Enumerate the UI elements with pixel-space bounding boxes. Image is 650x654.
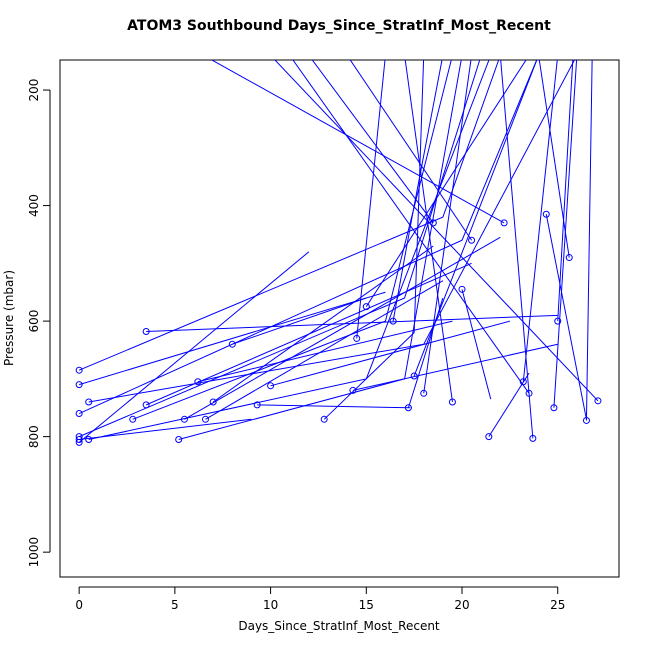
profile-point: [500, 219, 508, 227]
profile-point: [85, 398, 93, 406]
profile-line: [232, 297, 367, 345]
profile-line: [500, 60, 534, 439]
profile-point: [529, 434, 537, 442]
plot-frame: [59, 59, 620, 578]
profile-point: [565, 254, 573, 262]
profile-point: [349, 386, 357, 394]
profile-line: [210, 60, 505, 224]
y-tick-label: 200: [27, 79, 41, 102]
profile-point: [404, 404, 412, 412]
profile-point: [468, 236, 476, 244]
x-axis-label: Days_Since_StratInf_Most_Recent: [238, 619, 440, 633]
profile-point: [142, 327, 150, 335]
profile-point: [201, 415, 209, 423]
profile-point: [75, 436, 83, 444]
profile-line: [205, 280, 444, 420]
profile-point: [320, 415, 328, 423]
profile-line: [413, 60, 538, 377]
profile-point: [129, 415, 137, 423]
profile-line: [257, 404, 411, 409]
profile-line: [132, 60, 452, 420]
profile-line: [78, 60, 538, 414]
profile-point: [209, 398, 217, 406]
profile-point: [180, 415, 188, 423]
profile-point: [228, 340, 236, 348]
profile-point: [420, 389, 428, 397]
profile-line: [78, 291, 386, 386]
y-axis-label: Pressure (mbar): [2, 270, 16, 366]
profile-line: [78, 60, 500, 371]
x-tick-label: 5: [171, 598, 179, 612]
profile-point: [429, 219, 437, 227]
profile-point: [194, 378, 202, 386]
profile-line: [146, 314, 558, 332]
profile-line: [423, 60, 472, 394]
profile-point: [253, 401, 261, 409]
profile-line: [79, 418, 252, 441]
profile-line: [270, 320, 511, 387]
profile-line: [197, 320, 453, 383]
profile-point: [175, 436, 183, 444]
profile-point: [75, 366, 83, 374]
x-tick-label: 10: [263, 598, 278, 612]
profile-point: [582, 416, 590, 424]
profile-line: [274, 60, 599, 402]
profile-line: [545, 214, 587, 420]
profile-point: [267, 382, 275, 390]
profile-line: [78, 60, 481, 438]
profile-line: [184, 236, 501, 420]
profile-point: [142, 401, 150, 409]
y-tick-label: 1000: [27, 537, 41, 568]
plot-area: [75, 60, 602, 446]
chart-title: ATOM3 Southbound Days_Since_StratInf_Mos…: [127, 18, 551, 34]
profile-point: [485, 433, 493, 441]
profile-line: [538, 60, 570, 258]
x-tick-label: 20: [454, 598, 469, 612]
profile-point: [458, 285, 466, 293]
profile-line: [78, 251, 310, 443]
profile-point: [550, 404, 558, 412]
profile-line: [311, 60, 434, 224]
profile-line: [292, 60, 530, 394]
profile-line: [585, 60, 593, 421]
profile-point: [353, 334, 361, 342]
profile-point: [542, 210, 550, 218]
profile-point: [85, 436, 93, 444]
profile-point: [362, 303, 370, 311]
x-tick-label: 25: [550, 598, 565, 612]
y-tick-label: 600: [27, 310, 41, 333]
profile-line: [352, 343, 558, 391]
profile-line: [365, 60, 527, 307]
profile-line: [404, 60, 453, 403]
profile-line: [349, 60, 473, 241]
profile-point: [594, 397, 602, 405]
profile-line: [461, 289, 492, 400]
profile-line: [212, 245, 434, 403]
profile-point: [75, 410, 83, 418]
profile-line: [557, 60, 574, 322]
y-tick-label: 800: [27, 425, 41, 448]
profile-line: [356, 60, 386, 339]
profile-point: [525, 389, 533, 397]
x-tick-label: 15: [359, 598, 374, 612]
profile-point: [410, 372, 418, 380]
profile-point: [554, 317, 562, 325]
x-tick-label: 0: [75, 598, 83, 612]
profile-point: [389, 317, 397, 325]
profile-point: [75, 381, 83, 389]
y-tick-label: 400: [27, 194, 41, 217]
profile-point: [448, 398, 456, 406]
profile-line: [522, 60, 558, 382]
